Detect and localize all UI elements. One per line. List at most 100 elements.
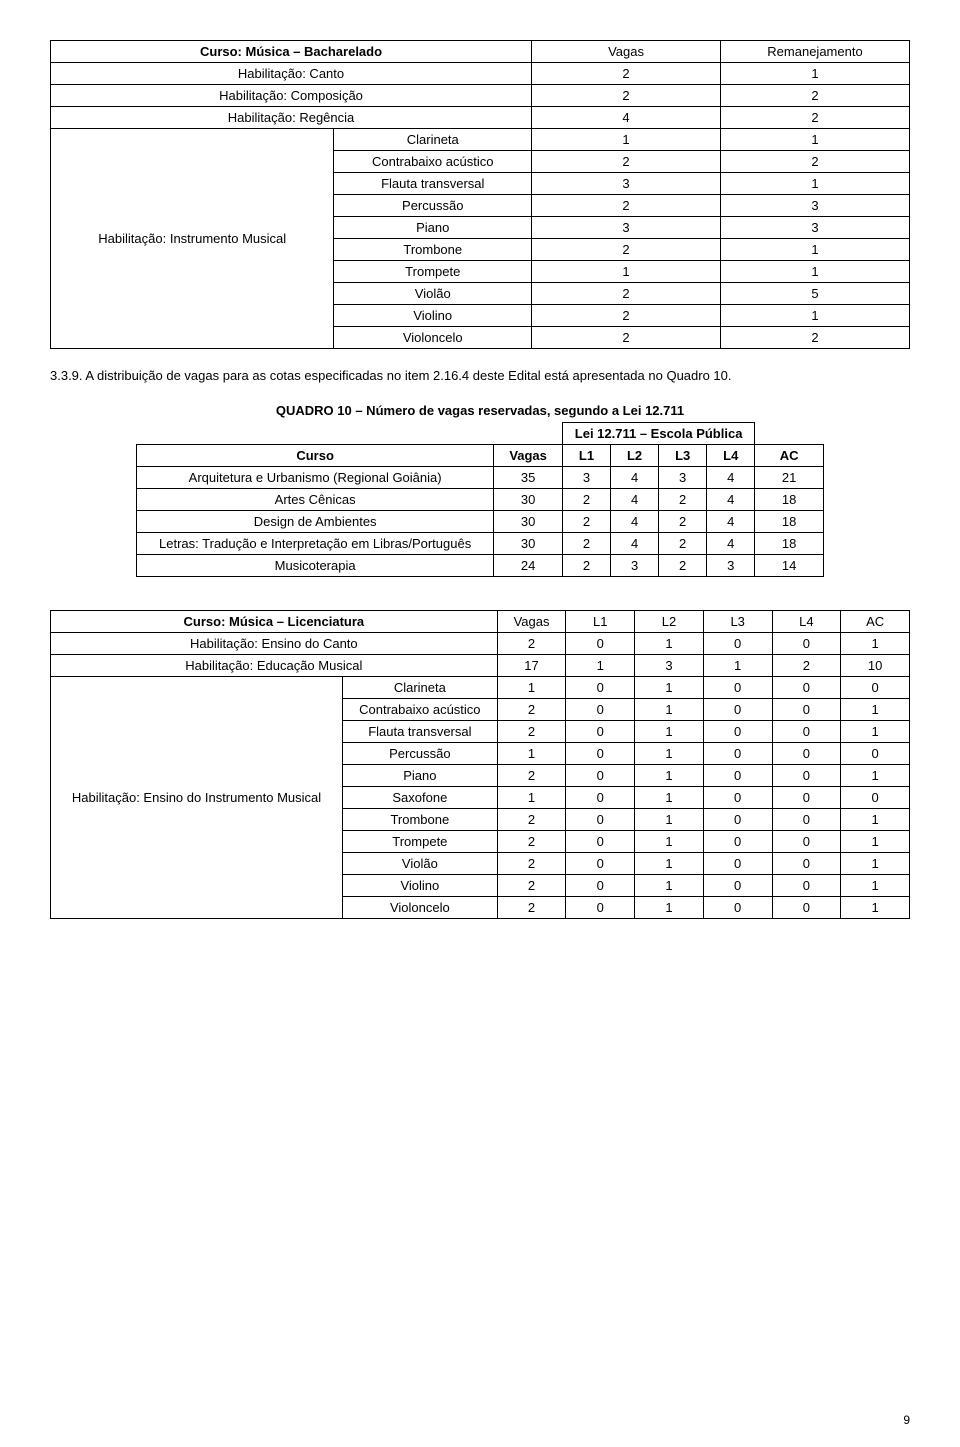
cell: 1 [841, 765, 910, 787]
instrument-name: Contrabaixo acústico [343, 699, 498, 721]
cell: 2 [532, 195, 721, 217]
cell: 0 [703, 765, 772, 787]
cell: 0 [703, 721, 772, 743]
cell: 2 [659, 489, 707, 511]
cell: 0 [566, 765, 635, 787]
cell: 1 [532, 261, 721, 283]
cell: 4 [611, 489, 659, 511]
cell: 5 [721, 283, 910, 305]
col-l3: L3 [703, 611, 772, 633]
col-l1: L1 [562, 445, 610, 467]
cell: 1 [635, 853, 704, 875]
table-row: Curso Vagas L1 L2 L3 L4 AC [137, 445, 824, 467]
instrument-name: Flauta transversal [343, 721, 498, 743]
cell: 2 [721, 327, 910, 349]
cell: 2 [532, 151, 721, 173]
cell: 0 [566, 853, 635, 875]
cell: 2 [562, 489, 610, 511]
cell: 18 [755, 511, 824, 533]
cell: Artes Cênicas [137, 489, 494, 511]
table-licenciatura: Curso: Música – Licenciatura Vagas L1 L2… [50, 610, 910, 919]
cell: 0 [772, 853, 841, 875]
instrument-name: Violoncelo [343, 897, 498, 919]
cell: 14 [755, 555, 824, 577]
cell: 1 [635, 809, 704, 831]
cell: 2 [532, 305, 721, 327]
cell: Design de Ambientes [137, 511, 494, 533]
cell: 1 [635, 721, 704, 743]
cell: 0 [841, 677, 910, 699]
table-bacharelado: Curso: Música – Bacharelado Vagas Remane… [50, 40, 910, 349]
cell: 30 [494, 533, 563, 555]
col-l2: L2 [635, 611, 704, 633]
cell: 1 [721, 129, 910, 151]
table-row: Arquitetura e Urbanismo (Regional Goiâni… [137, 467, 824, 489]
cell: 1 [841, 633, 910, 655]
instrument-name: Violão [334, 283, 532, 305]
cell: 0 [841, 787, 910, 809]
table-row: Habilitação: Regência 4 2 [51, 107, 910, 129]
table-title: Curso: Música – Bacharelado [51, 41, 532, 63]
instrument-name: Clarineta [334, 129, 532, 151]
table-row: Design de Ambientes30242418 [137, 511, 824, 533]
cell: 2 [562, 555, 610, 577]
cell: 1 [566, 655, 635, 677]
row-label: Habilitação: Regência [51, 107, 532, 129]
cell: 2 [532, 63, 721, 85]
instrument-name: Violino [334, 305, 532, 327]
cell: 2 [721, 151, 910, 173]
cell: 3 [659, 467, 707, 489]
cell: 30 [494, 511, 563, 533]
cell: 1 [841, 853, 910, 875]
cell: 1 [721, 173, 910, 195]
instrument-name: Percussão [343, 743, 498, 765]
cell: 1 [721, 261, 910, 283]
instrument-name: Piano [343, 765, 498, 787]
cell: 0 [566, 875, 635, 897]
cell: 2 [562, 533, 610, 555]
col-l1: L1 [566, 611, 635, 633]
table-row: Musicoterapia24232314 [137, 555, 824, 577]
cell: 2 [659, 511, 707, 533]
cell: 0 [566, 699, 635, 721]
cell: 0 [566, 677, 635, 699]
row-label: Habilitação: Ensino do Canto [51, 633, 498, 655]
instrument-name: Violão [343, 853, 498, 875]
cell: 3 [635, 655, 704, 677]
cell: 1 [721, 239, 910, 261]
cell: 1 [841, 831, 910, 853]
cell: 2 [497, 875, 566, 897]
col-curso: Curso [137, 445, 494, 467]
cell: 1 [497, 743, 566, 765]
cell: 30 [494, 489, 563, 511]
cell: 0 [703, 677, 772, 699]
cell: 0 [566, 721, 635, 743]
cell: 0 [772, 809, 841, 831]
cell: 1 [635, 633, 704, 655]
cell: 4 [707, 533, 755, 555]
table-row: Habilitação: Composição 2 2 [51, 85, 910, 107]
cell: 0 [772, 743, 841, 765]
cell: 10 [841, 655, 910, 677]
cell: 2 [532, 327, 721, 349]
cell: 2 [497, 831, 566, 853]
lei-header: Lei 12.711 – Escola Pública [562, 423, 754, 445]
cell: 0 [566, 743, 635, 765]
cell: 0 [703, 853, 772, 875]
instrument-name: Piano [334, 217, 532, 239]
cell: 1 [635, 787, 704, 809]
col-vagas: Vagas [494, 445, 563, 467]
cell: 0 [772, 765, 841, 787]
cell: 0 [703, 809, 772, 831]
cell: 4 [611, 533, 659, 555]
cell: 3 [562, 467, 610, 489]
cell: 18 [755, 489, 824, 511]
cell: 1 [841, 721, 910, 743]
cell: 4 [707, 489, 755, 511]
cell: 0 [703, 743, 772, 765]
table-row: Habilitação: Ensino do Instrumento Music… [51, 677, 910, 699]
instrument-name: Saxofone [343, 787, 498, 809]
cell: Letras: Tradução e Interpretação em Libr… [137, 533, 494, 555]
cell: 2 [659, 555, 707, 577]
col-ac: AC [841, 611, 910, 633]
